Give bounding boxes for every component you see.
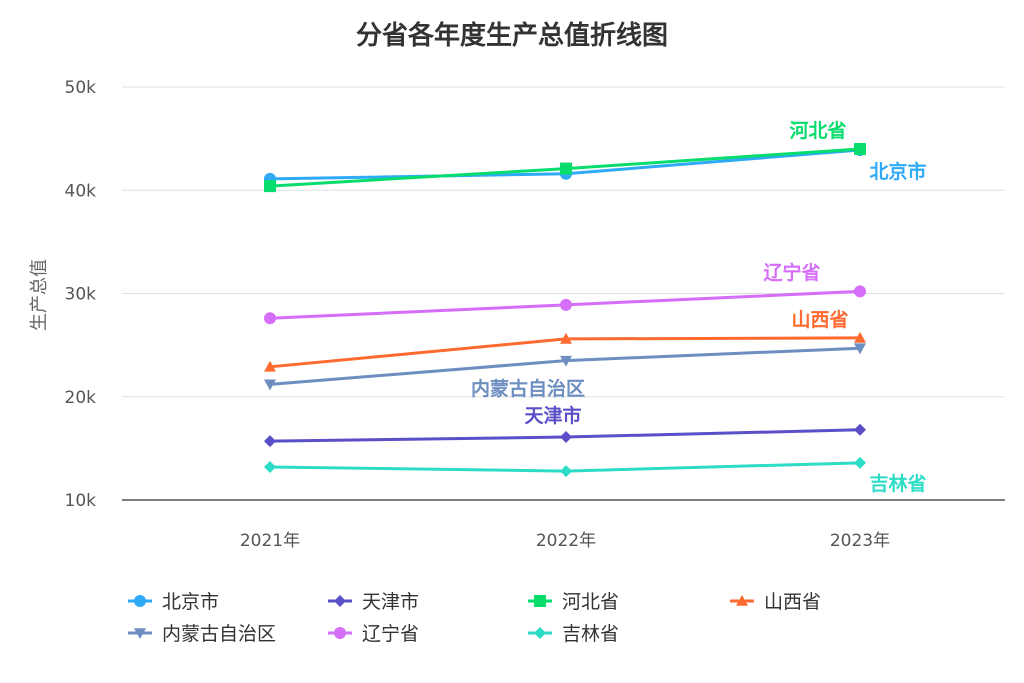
series-end-label: 内蒙古自治区 [471,377,585,400]
data-point[interactable] [264,379,276,391]
series-end-label: 吉林省 [869,472,926,495]
legend-marker[interactable] [334,595,346,607]
data-point[interactable] [264,435,276,448]
legend-item[interactable]: 吉林省 [528,623,619,645]
data-point[interactable] [264,460,276,473]
y-tick-label: 30k [65,285,97,305]
legend-marker[interactable] [134,595,146,607]
series-5 [264,285,866,325]
legend-marker[interactable] [334,627,346,639]
series-end-label: 北京市 [869,160,926,183]
legend-label: 北京市 [162,591,219,613]
y-axis-label: 生产总值 [29,259,50,331]
series-4 [264,343,866,391]
x-tick-label: 2023年 [830,531,890,551]
chart-title: 分省各年度生产总值折线图 [356,20,668,51]
y-tick-label: 10k [65,491,97,511]
data-point[interactable] [264,360,276,372]
x-tick-label: 2022年 [536,531,596,551]
legend-label: 吉林省 [562,623,619,645]
data-point[interactable] [854,456,866,469]
legend-label: 河北省 [562,591,619,613]
x-tick-label: 2021年 [240,531,300,551]
legend-item[interactable]: 辽宁省 [328,623,419,645]
series-3 [264,331,866,372]
data-point[interactable] [854,423,866,436]
data-point[interactable] [560,332,572,344]
legend-marker[interactable] [134,628,146,639]
series-end-label: 辽宁省 [763,261,820,284]
series-1 [264,423,866,448]
data-point[interactable] [854,343,866,355]
legend-item[interactable]: 山西省 [730,591,821,613]
data-point[interactable] [560,431,572,444]
data-point[interactable] [560,298,572,311]
legend-marker[interactable] [534,595,546,607]
data-point[interactable] [264,312,276,325]
data-point[interactable] [560,162,572,175]
legend-label: 辽宁省 [362,623,419,645]
legend-item[interactable]: 天津市 [328,591,419,613]
legend-label: 内蒙古自治区 [162,623,276,645]
data-point[interactable] [854,331,866,343]
data-point[interactable] [560,355,572,367]
legend-item[interactable]: 内蒙古自治区 [128,623,276,645]
legend-item[interactable]: 北京市 [128,591,219,613]
series-6 [264,456,866,478]
series-end-label: 山西省 [791,309,848,331]
y-tick-label: 50k [65,78,97,98]
legend-marker[interactable] [534,627,546,639]
data-point[interactable] [560,465,572,478]
data-point[interactable] [264,180,276,193]
series-2 [264,142,866,193]
data-point[interactable] [854,285,866,298]
legend-label: 山西省 [764,591,821,613]
y-tick-label: 40k [65,181,97,201]
y-tick-label: 20k [65,388,97,408]
data-point[interactable] [854,142,866,155]
series-end-label: 天津市 [524,404,581,427]
series-end-label: 河北省 [789,120,846,142]
legend-item[interactable]: 河北省 [528,591,619,613]
legend-marker[interactable] [736,595,748,606]
legend-label: 天津市 [362,591,419,613]
